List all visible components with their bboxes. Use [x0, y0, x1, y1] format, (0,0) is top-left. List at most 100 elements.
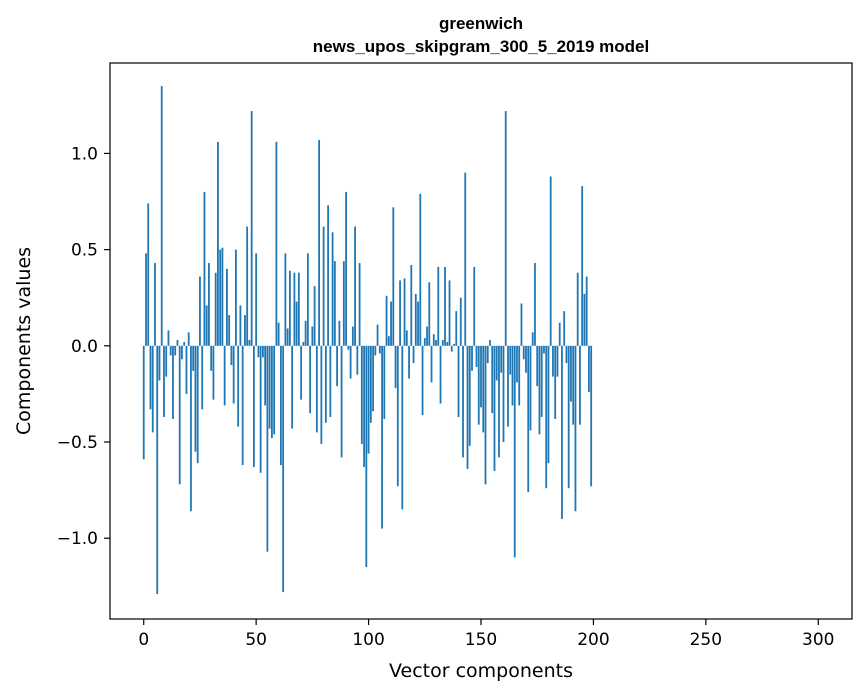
bar — [199, 276, 201, 346]
bar — [403, 278, 406, 346]
bar — [365, 345, 368, 568]
bar — [338, 320, 341, 346]
bar — [504, 111, 507, 346]
x-tick-label: 300 — [802, 630, 834, 650]
bar — [475, 345, 478, 367]
bar — [282, 345, 285, 593]
bar — [540, 345, 543, 417]
bar — [167, 330, 170, 346]
bar — [165, 345, 168, 377]
bar — [358, 263, 361, 346]
bar — [327, 205, 329, 346]
bar — [378, 345, 381, 354]
bar — [342, 261, 345, 346]
bar — [318, 139, 321, 346]
bar — [320, 345, 323, 444]
bar — [226, 268, 228, 346]
bar — [154, 263, 156, 346]
bar — [412, 345, 415, 364]
bar — [246, 226, 249, 346]
bar — [441, 340, 444, 346]
plot-frame — [109, 62, 853, 620]
bar — [145, 253, 147, 346]
bar — [579, 345, 581, 425]
bar — [583, 293, 586, 346]
bar — [513, 345, 516, 558]
y-tick-label: 0.0 — [71, 337, 98, 357]
bar — [181, 345, 183, 360]
bar — [336, 345, 338, 387]
bar — [534, 263, 536, 346]
bar — [466, 345, 469, 469]
bar — [430, 345, 433, 383]
bar — [518, 345, 521, 406]
bar — [288, 270, 291, 346]
bar — [293, 272, 296, 346]
bar — [174, 345, 177, 356]
bar — [277, 322, 280, 346]
bar — [563, 311, 566, 346]
x-axis-ticks: 0 50 100 150 200 250 300 — [138, 619, 834, 650]
bar — [585, 276, 588, 346]
bar — [545, 345, 548, 489]
bar — [284, 253, 287, 346]
y-tick-label: 0.5 — [71, 241, 98, 261]
bar — [374, 345, 377, 356]
bar — [484, 345, 487, 485]
bar — [383, 345, 386, 419]
bar — [232, 345, 235, 404]
x-axis-label: Vector components — [389, 660, 573, 682]
bar — [210, 345, 213, 371]
bar — [399, 280, 401, 346]
bar — [196, 345, 199, 464]
bar — [570, 345, 572, 402]
bar — [347, 345, 350, 350]
bar — [590, 345, 593, 487]
bar — [552, 345, 554, 377]
bar — [354, 226, 356, 346]
bar — [212, 345, 215, 400]
bar — [482, 345, 485, 433]
bar — [183, 341, 186, 346]
bar — [250, 111, 253, 346]
bar — [349, 345, 352, 379]
bar — [428, 282, 431, 346]
bar — [160, 86, 163, 346]
bar — [268, 345, 271, 429]
bar — [489, 340, 491, 346]
bar — [516, 345, 518, 383]
bar — [408, 345, 410, 379]
bar — [147, 203, 150, 346]
bar — [273, 345, 276, 435]
bar — [286, 328, 289, 346]
bar — [538, 345, 541, 435]
y-tick-label: −1.0 — [57, 529, 98, 549]
bar — [502, 345, 505, 442]
bar — [495, 345, 498, 381]
x-tick-label: 150 — [465, 630, 497, 650]
x-tick-label: 250 — [690, 630, 722, 650]
bar — [257, 345, 260, 358]
bar — [360, 345, 363, 444]
bar — [333, 261, 336, 346]
bar — [527, 345, 530, 493]
bar — [192, 345, 195, 371]
bar — [142, 345, 145, 460]
bar — [194, 345, 197, 452]
bar — [345, 191, 347, 346]
bar — [176, 340, 179, 346]
bar — [511, 345, 514, 406]
bar — [556, 345, 559, 377]
bar — [187, 332, 190, 346]
bar — [417, 301, 419, 346]
bar — [302, 341, 305, 346]
bar — [419, 193, 422, 346]
bar — [450, 345, 453, 352]
bar — [396, 345, 399, 487]
bar — [163, 345, 165, 417]
bar — [230, 345, 233, 366]
bar — [217, 141, 219, 346]
bar — [315, 345, 318, 433]
bar — [178, 345, 181, 485]
bar — [266, 345, 269, 552]
